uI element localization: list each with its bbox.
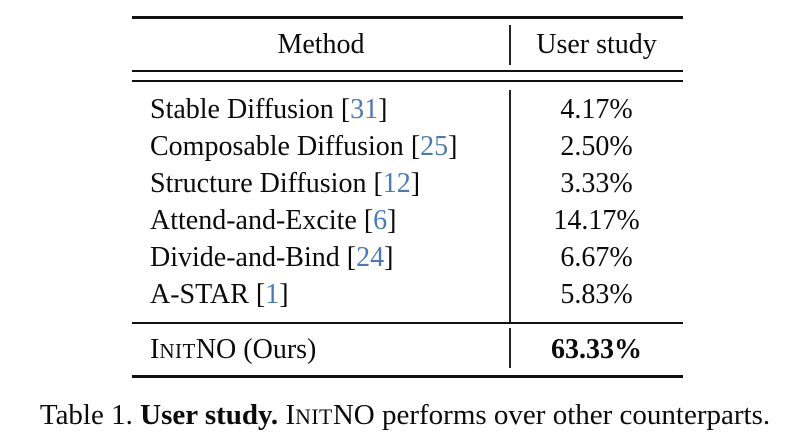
- citation-link[interactable]: 25: [420, 130, 449, 162]
- citation-bracket-close: ]: [387, 204, 397, 236]
- caption-initno-smallcaps: NIT: [295, 405, 333, 429]
- citation-link[interactable]: 24: [356, 241, 385, 273]
- method-name: Divide-and-Bind: [150, 241, 340, 273]
- table-row: Structure Diffusion [12] 3.33%: [132, 165, 683, 202]
- double-rule-lower: [132, 80, 683, 82]
- header-method: Method: [277, 28, 365, 60]
- ours-name-rest: NO (Ours): [195, 333, 317, 365]
- top-rule: [132, 16, 683, 19]
- citation-bracket-open: [: [248, 278, 266, 310]
- citation-link[interactable]: 6: [373, 204, 388, 236]
- mid-rule: [132, 322, 683, 324]
- citation-bracket-close: ]: [378, 93, 388, 125]
- method-cell: Stable Diffusion [31]: [132, 94, 510, 126]
- citation-link[interactable]: 31: [350, 93, 379, 125]
- citation-bracket-close: ]: [279, 278, 289, 310]
- method-name: A-STAR: [150, 278, 249, 310]
- caption-bold-title: User study.: [140, 399, 286, 431]
- user-study-value: 3.33%: [560, 167, 633, 199]
- method-name: Structure Diffusion: [150, 167, 367, 199]
- double-rule-upper: [132, 70, 683, 72]
- user-study-value-ours: 63.33%: [551, 333, 642, 365]
- table-row: Attend-and-Excite [6] 14.17%: [132, 202, 683, 239]
- citation-bracket-open: [: [356, 204, 374, 236]
- caption-initno-lead: I: [285, 399, 296, 431]
- table-row-ours: INITNO (Ours) 63.33%: [132, 324, 683, 375]
- table-row: A-STAR [1] 5.83%: [132, 276, 683, 313]
- citation-bracket-close: ]: [384, 241, 394, 273]
- citation-link[interactable]: 1: [265, 278, 280, 310]
- method-cell: A-STAR [1]: [132, 279, 510, 311]
- column-divider-ours: [509, 328, 511, 368]
- table-row: Stable Diffusion [31] 4.17%: [132, 91, 683, 128]
- method-cell: Structure Diffusion [12]: [132, 168, 510, 200]
- method-name: Attend-and-Excite: [150, 204, 357, 236]
- table-row: Divide-and-Bind [24] 6.67%: [132, 239, 683, 276]
- user-study-value: 4.17%: [560, 93, 633, 125]
- citation-bracket-open: [: [333, 93, 351, 125]
- table-header-row: Method User study: [132, 19, 683, 70]
- user-study-table: Method User study Stable Diffusion [31] …: [132, 16, 683, 378]
- method-cell: INITNO (Ours): [132, 334, 510, 366]
- method-cell: Attend-and-Excite [6]: [132, 205, 510, 237]
- user-study-value: 2.50%: [560, 130, 633, 162]
- method-name: Composable Diffusion: [150, 130, 404, 162]
- column-divider-body: [509, 90, 511, 322]
- citation-bracket-close: ]: [448, 130, 458, 162]
- column-divider-header: [509, 25, 511, 65]
- header-user-study: User study: [536, 28, 657, 60]
- caption-rest: NO performs over other counterparts.: [332, 399, 771, 431]
- table-body: Stable Diffusion [31] 4.17% Composable D…: [132, 91, 683, 313]
- caption-prefix: Table 1.: [39, 399, 141, 431]
- ours-name-smallcaps: NIT: [159, 338, 196, 363]
- method-cell: Divide-and-Bind [24]: [132, 242, 510, 274]
- bottom-rule: [132, 375, 683, 378]
- table-row: Composable Diffusion [25] 2.50%: [132, 128, 683, 165]
- method-name: Stable Diffusion: [150, 93, 334, 125]
- ours-name-lead: I: [150, 333, 160, 365]
- citation-bracket-open: [: [366, 167, 383, 199]
- user-study-value: 14.17%: [553, 204, 640, 236]
- citation-bracket-open: [: [403, 130, 421, 162]
- user-study-value: 5.83%: [560, 278, 633, 310]
- table-caption: Table 1. User study. INITNO performs ove…: [0, 398, 810, 434]
- citation-link[interactable]: 12: [382, 167, 411, 199]
- method-cell: Composable Diffusion [25]: [132, 131, 510, 163]
- citation-bracket-close: ]: [410, 167, 421, 199]
- citation-bracket-open: [: [339, 241, 357, 273]
- user-study-value: 6.67%: [560, 241, 633, 273]
